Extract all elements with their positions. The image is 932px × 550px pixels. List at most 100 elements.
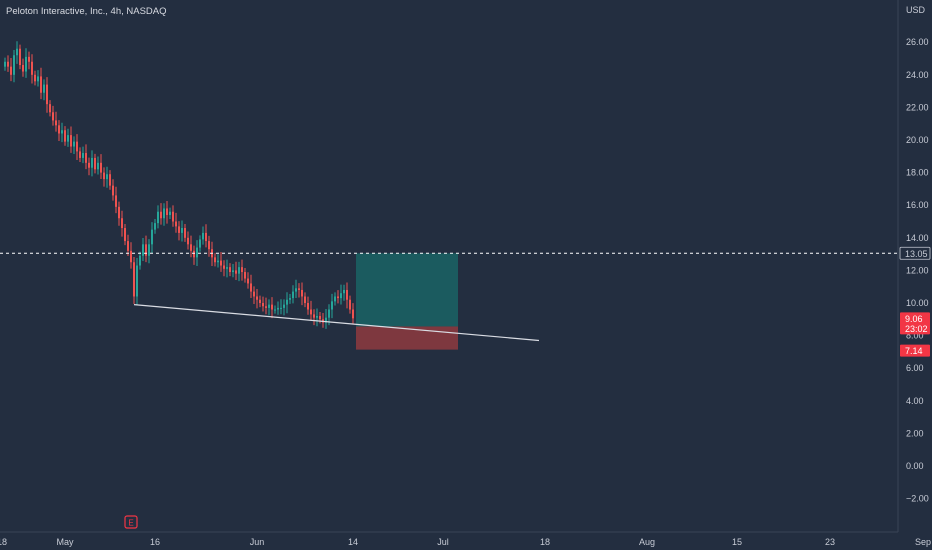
candle bbox=[346, 282, 348, 309]
candle-body bbox=[259, 299, 261, 303]
x-tick-label: 15 bbox=[732, 537, 742, 547]
candle bbox=[241, 259, 243, 281]
candle-body bbox=[313, 314, 315, 318]
candle-body bbox=[160, 211, 162, 219]
y-tick-label: 16.00 bbox=[906, 200, 929, 210]
candle bbox=[37, 70, 39, 87]
candle-body bbox=[157, 211, 159, 224]
x-tick-label: 23 bbox=[825, 537, 835, 547]
candle-body bbox=[283, 304, 285, 308]
candle-body bbox=[103, 172, 105, 180]
candle-body bbox=[343, 289, 345, 294]
candle-body bbox=[307, 303, 309, 310]
candle bbox=[208, 235, 210, 257]
candle bbox=[193, 245, 195, 265]
candle bbox=[304, 292, 306, 308]
x-tick-label: 18 bbox=[540, 537, 550, 547]
candle bbox=[214, 253, 216, 267]
candle-body bbox=[226, 267, 228, 269]
candle-body bbox=[106, 174, 108, 180]
time-axis[interactable]: 18May16Jun14Jul18Aug1523Sep1220 bbox=[0, 537, 932, 547]
candle-body bbox=[241, 267, 243, 273]
candle-body bbox=[196, 247, 198, 258]
candle-body bbox=[148, 244, 150, 256]
candle bbox=[277, 301, 279, 315]
candle-body bbox=[193, 250, 195, 258]
candle-body bbox=[73, 141, 75, 147]
candle bbox=[25, 48, 27, 78]
candle bbox=[28, 51, 30, 70]
candle bbox=[130, 242, 132, 269]
candle-body bbox=[346, 289, 348, 300]
candle-body bbox=[40, 76, 42, 93]
candle bbox=[142, 237, 144, 261]
loss-zone[interactable] bbox=[356, 326, 458, 350]
y-tick-label: 12.00 bbox=[906, 265, 929, 275]
candle bbox=[157, 205, 159, 229]
candle-body bbox=[118, 206, 120, 219]
candle-body bbox=[94, 157, 96, 170]
trendline[interactable] bbox=[133, 304, 540, 342]
candle-body bbox=[169, 211, 171, 215]
candle-body bbox=[142, 244, 144, 256]
candle-body bbox=[250, 283, 252, 292]
x-tick-label: 16 bbox=[150, 537, 160, 547]
candle bbox=[250, 274, 252, 298]
candle-body bbox=[256, 296, 258, 300]
candle bbox=[313, 309, 315, 326]
candle-body bbox=[109, 174, 111, 186]
candle-body bbox=[43, 84, 45, 93]
candle bbox=[286, 292, 288, 314]
x-tick-label: 14 bbox=[348, 537, 358, 547]
candle bbox=[247, 272, 249, 289]
candle-body bbox=[277, 307, 279, 310]
candle bbox=[244, 267, 246, 283]
candle-body bbox=[325, 317, 327, 323]
candle-body bbox=[61, 130, 63, 134]
candle bbox=[199, 235, 201, 252]
profit-zone[interactable] bbox=[356, 253, 458, 327]
candle bbox=[331, 293, 333, 319]
candle bbox=[178, 221, 180, 241]
candle-body bbox=[88, 162, 90, 168]
candle bbox=[88, 157, 90, 176]
candle bbox=[115, 186, 117, 214]
candle bbox=[349, 295, 351, 314]
candle-body bbox=[76, 141, 78, 152]
candle-body bbox=[145, 244, 147, 256]
candle-body bbox=[328, 309, 330, 318]
x-tick-label: 18 bbox=[0, 537, 7, 547]
candle bbox=[160, 203, 162, 225]
candle bbox=[205, 224, 207, 248]
candle-body bbox=[247, 278, 249, 284]
candle-body bbox=[289, 298, 291, 300]
candle-body bbox=[280, 307, 282, 309]
candle bbox=[256, 288, 258, 309]
price-axis[interactable]: −2.00 0.00 2.00 4.00 6.00 8.00 10.00 12.00 14.00… bbox=[906, 37, 929, 503]
candle-body bbox=[214, 257, 216, 263]
y-tick-label: 8.00 bbox=[906, 331, 924, 341]
candle bbox=[163, 203, 165, 226]
candle-body bbox=[253, 291, 255, 297]
candle bbox=[106, 166, 108, 188]
candle bbox=[118, 201, 120, 226]
candle bbox=[112, 179, 114, 201]
candle-body bbox=[37, 76, 39, 82]
candlestick-series bbox=[4, 41, 354, 329]
candle bbox=[121, 210, 123, 237]
y-tick-label: 18.00 bbox=[906, 168, 929, 178]
long-position-tool[interactable] bbox=[356, 253, 458, 350]
reference-price-badge-label: 13.05 bbox=[905, 249, 928, 259]
candle-body bbox=[208, 241, 210, 250]
candle bbox=[229, 263, 231, 277]
y-tick-label: 0.00 bbox=[906, 461, 924, 471]
candle bbox=[274, 305, 276, 314]
candle bbox=[283, 299, 285, 316]
x-tick-label: May bbox=[56, 537, 74, 547]
candle bbox=[94, 153, 96, 174]
stop-price-badge: 7.14 bbox=[900, 344, 930, 357]
candle-body bbox=[70, 135, 72, 147]
